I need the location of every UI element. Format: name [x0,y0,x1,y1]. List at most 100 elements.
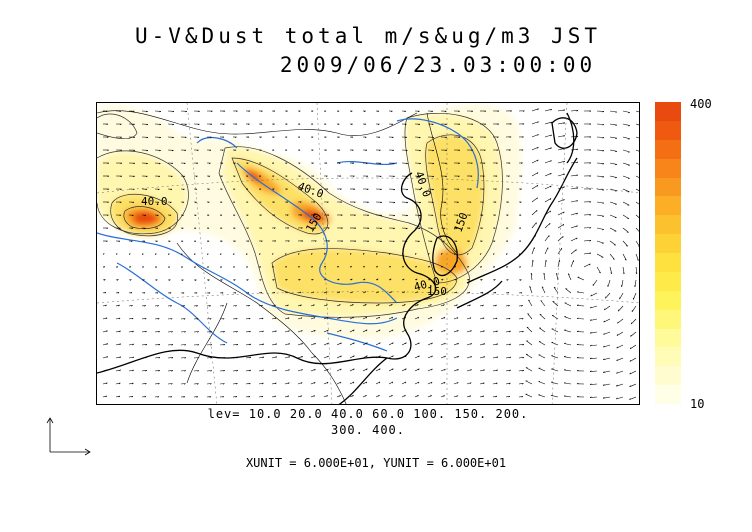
wind-vector [414,368,420,372]
wind-vector [622,201,630,206]
wind-vector [590,292,598,297]
wind-vector-head [301,240,304,242]
wind-vector-head [520,188,522,190]
wind-vector [453,317,459,320]
wind-vector-head [576,110,579,112]
wind-vector-head [483,356,486,358]
wind-vector-head [220,227,223,230]
wind-vector [310,382,316,385]
wind-vector-head [509,123,512,125]
wind-vector-head [496,356,499,359]
wind-vector-head [505,253,508,256]
wind-vector [102,395,107,398]
wind-vector-head [616,384,618,387]
wind-vector [543,273,546,281]
contour-lines [97,113,503,318]
wind-vector [492,330,498,333]
wind-vector-head [379,175,382,178]
wind-vector [271,395,276,398]
wind-vector-head [380,240,382,243]
wind-vector [453,330,459,333]
wind-vector-head [312,162,314,164]
wind-vector [323,381,329,385]
wind-vector-head [157,318,160,320]
wind-vector-head [635,272,638,275]
wind-vector-head [454,266,456,268]
wind-vector [564,395,572,398]
wind-vector-head [286,188,288,190]
wind-vector [551,315,559,320]
wind-vector-head [589,383,592,385]
wind-vector-head [589,319,592,321]
wind-vector-head [158,163,161,165]
wind-vector-head [159,150,161,152]
wind-vector [258,317,264,320]
wind-vector-head [314,227,317,229]
wind-vector [557,160,565,164]
wind-vector [492,369,498,372]
wind-vector-head [509,382,511,385]
wind-vector-head [119,356,122,359]
wind-vector-head [143,292,146,294]
wind-vector [479,369,485,372]
wind-vector [629,383,637,388]
wind-vector-head [391,123,394,126]
wind-vector-head [141,253,144,256]
wind-vector [635,214,639,218]
wind-vector-head [576,304,579,306]
wind-vector-head [432,150,435,152]
wind-vector [284,356,290,359]
wind-vector-head [210,110,213,113]
wind-vector [635,175,639,178]
wind-vector-head [169,214,172,217]
wind-vector [616,331,624,336]
wind-vector [540,300,546,307]
wind-vector [141,396,146,398]
wind-vector-head [458,162,460,165]
wind-vector [603,396,611,399]
wind-vector [616,370,624,374]
wind-vector-head [182,292,185,294]
wind-vector-head [234,162,236,165]
wind-vector [576,305,585,307]
wind-vector [284,369,290,372]
wind-vector-head [559,260,561,262]
wind-vector [219,318,225,320]
wind-vector-head [339,175,342,177]
wind-vector [583,252,591,255]
wind-vector-head [298,149,301,151]
wind-vector-head [236,370,238,372]
wind-vector-head [417,395,419,397]
wind-vector [609,123,617,126]
wind-vector [284,343,290,346]
wind-vector-head [603,333,605,335]
wind-vector [102,356,108,359]
wind-vector-head [274,395,277,398]
wind-vector-head [470,162,473,165]
wind-vector-head [363,253,365,255]
wind-vector-head [275,369,277,372]
wind-vector-head [563,173,565,176]
wind-vector [297,382,303,385]
wind-vector-head [589,162,592,164]
wind-vector [609,136,617,139]
wind-vector-head [455,240,458,243]
wind-vector-head [119,110,122,113]
wind-vector-head [416,278,418,281]
wind-vector-head [519,214,522,216]
wind-vector-head [509,343,512,346]
wind-vector [538,394,546,398]
wind-vector-head [471,123,474,126]
wind-vector-head [338,291,341,294]
wind-vector-head [337,253,339,255]
wind-vector [635,266,638,274]
wind-vector-head [327,227,330,229]
wind-vector-head [519,240,522,242]
wind-vector-head [106,356,109,358]
wind-vector [570,174,578,177]
wind-vector [544,134,552,138]
wind-vector-head [495,175,498,177]
wind-vector-head [418,329,420,332]
wind-vector-head [118,395,121,398]
wind-vector [590,344,598,347]
